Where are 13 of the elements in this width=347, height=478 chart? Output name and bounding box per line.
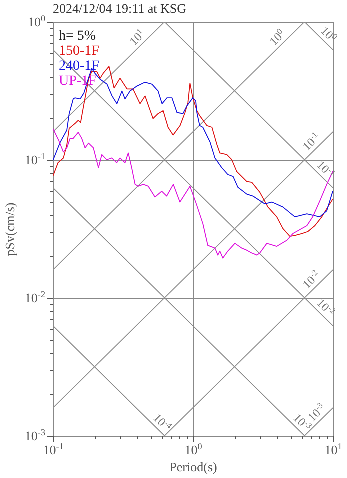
annotation: h= 5% <box>59 29 96 44</box>
series-label: 150-1F <box>59 44 100 59</box>
y-tick-label: 10$^{-1}$ <box>24 152 46 168</box>
y-tick-label: 10$^{-2}$ <box>24 290 46 306</box>
y-tick-label: 10$^{-3}$ <box>24 428 46 444</box>
x-tick-label: 10$^{-1}$ <box>43 442 64 458</box>
x-tick-label: 10$^{0}$ <box>184 442 203 458</box>
y-tick-label: 10$^{0}$ <box>28 14 46 30</box>
series-label: 240-1F <box>59 59 100 74</box>
x-tick-label: 10$^{1}$ <box>324 442 342 458</box>
y-axis-title: pSv(cm/s) <box>2 202 18 256</box>
x-axis-title: Period(s) <box>170 460 218 474</box>
chart-title: 2024/12/04 19:11 at KSG <box>53 1 186 16</box>
